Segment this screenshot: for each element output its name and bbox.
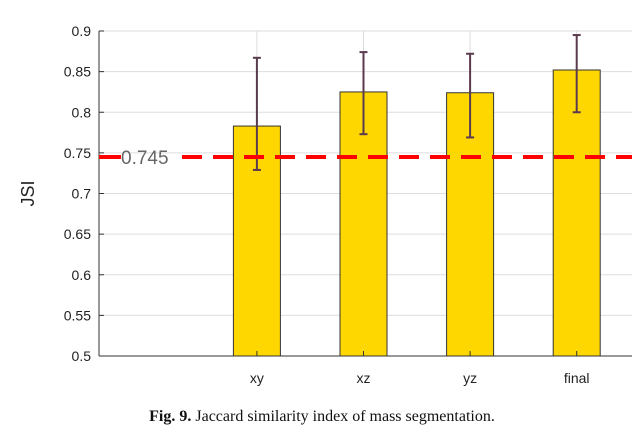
caption-label: Fig. 9. [149, 408, 192, 425]
y-tick-label: 0.6 [72, 267, 92, 283]
error-bars [252, 34, 581, 171]
caption-text: Jaccard similarity index of mass segment… [195, 408, 495, 425]
y-axis-label: JSI [18, 180, 38, 206]
axes [98, 30, 632, 357]
figure-caption: Fig. 9. Jaccard similarity index of mass… [0, 408, 644, 426]
x-tick-label: final [564, 370, 590, 386]
bar-chart: 0.5 0.55 0.6 0.65 0.7 0.75 0.8 0.85 0.9 xy xz yz fi… [18, 23, 632, 386]
y-tick-label: 0.55 [64, 307, 91, 323]
bar-xz [339, 91, 388, 357]
bars [232, 69, 601, 357]
y-tick-label: 0.65 [64, 226, 91, 242]
y-tick-label: 0.7 [72, 186, 92, 202]
y-tick-label: 0.75 [64, 145, 91, 161]
x-tick-label: xz [357, 370, 371, 386]
reference-line: 0.745 [99, 148, 632, 169]
reference-line-label: 0.745 [121, 148, 169, 169]
x-tick-label: xy [250, 370, 264, 386]
x-tick-label: yz [463, 370, 477, 386]
x-tick-labels: xy xz yz final [250, 370, 590, 386]
y-tick-labels: 0.5 0.55 0.6 0.65 0.7 0.75 0.8 0.85 0.9 [64, 23, 91, 364]
y-tick-label: 0.9 [72, 23, 92, 39]
y-tick-label: 0.5 [72, 348, 92, 364]
y-tick-label: 0.8 [72, 104, 92, 120]
y-tick-label: 0.85 [64, 64, 91, 80]
